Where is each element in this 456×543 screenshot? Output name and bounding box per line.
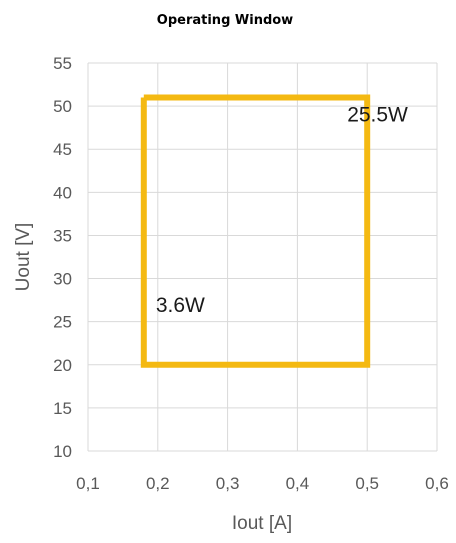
x-tick-label: 0,4 xyxy=(286,474,310,493)
x-tick-label: 0,1 xyxy=(76,474,100,493)
operating-window-line xyxy=(140,94,371,368)
y-tick-label: 40 xyxy=(53,183,72,202)
y-tick-label: 10 xyxy=(53,442,72,461)
x-tick-label: 0,3 xyxy=(216,474,240,493)
x-axis-label: Iout [A] xyxy=(232,513,292,534)
tick-labels: 0,1 0,2 0,3 0,4 0,5 0,6 10 15 20 25 30 35 40 45 50 55 xyxy=(53,54,449,493)
power-annotation: 25.5W xyxy=(347,103,408,126)
x-tick-label: 0,6 xyxy=(425,474,449,493)
annotations: 25.5W 3.6W xyxy=(156,103,408,316)
y-tick-label: 55 xyxy=(53,54,72,73)
x-tick-label: 0,5 xyxy=(355,474,379,493)
y-tick-label: 45 xyxy=(53,140,72,159)
y-tick-label: 25 xyxy=(53,313,72,332)
x-tick-label: 0,2 xyxy=(146,474,170,493)
y-tick-label: 35 xyxy=(53,226,72,245)
y-tick-label: 15 xyxy=(53,399,72,418)
y-tick-label: 50 xyxy=(53,97,72,116)
series-layer xyxy=(140,94,371,368)
y-tick-label: 20 xyxy=(53,356,72,375)
chart-title: Operating Window xyxy=(157,13,293,28)
y-axis-label: Uout [V] xyxy=(13,223,34,292)
power-annotation: 3.6W xyxy=(156,294,205,317)
y-tick-label: 30 xyxy=(53,270,72,289)
